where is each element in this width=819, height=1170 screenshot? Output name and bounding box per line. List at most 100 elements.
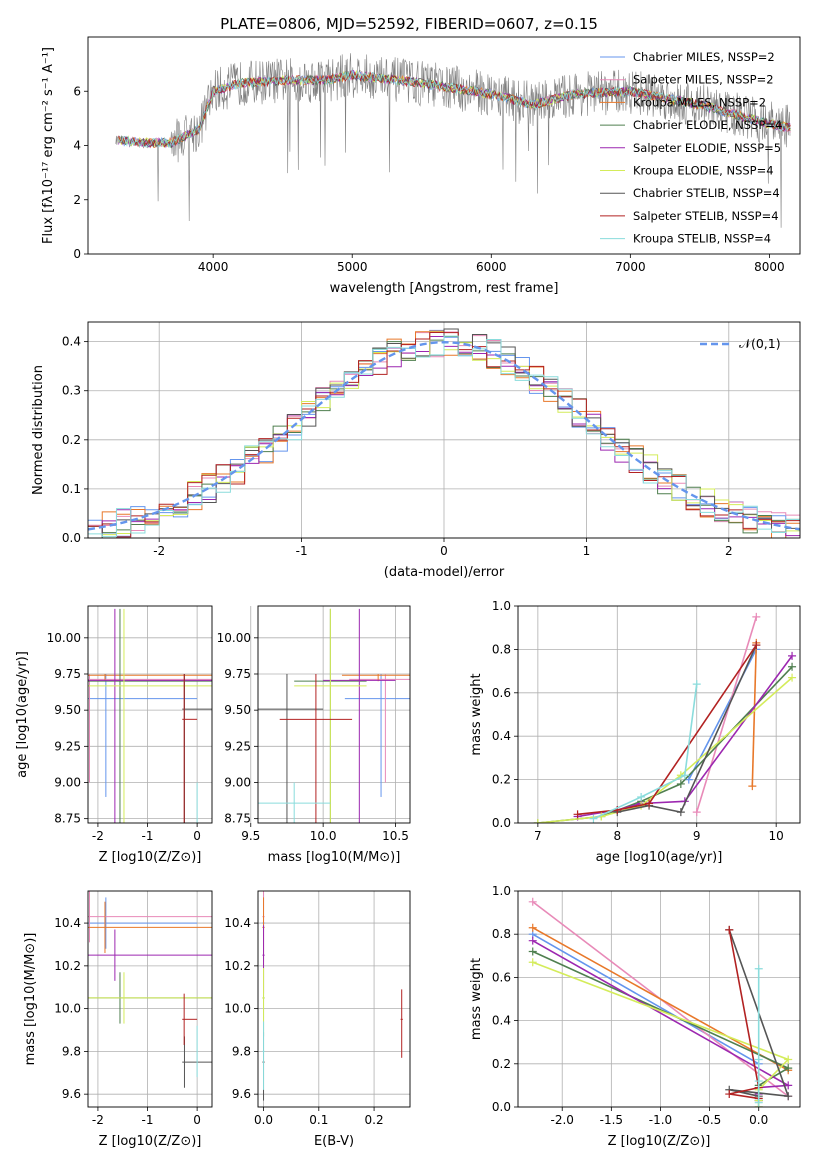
axes-frame bbox=[87, 605, 213, 824]
data-point bbox=[528, 958, 537, 967]
x-tick-label: 10.5 bbox=[382, 829, 409, 843]
x-axis-label: Z [log10(Z/Z⊙)] bbox=[99, 850, 202, 865]
panel-8: -2.0 -1.5 -1.0 -0.5 0.0 0.0 0.2 0.4 0.6 0.8 1.0 Z [… bbox=[469, 884, 801, 1149]
y-tick-label: 9.25 bbox=[224, 739, 251, 753]
data-point bbox=[752, 612, 761, 621]
age-mass-point-1 bbox=[344, 673, 410, 797]
plot-area bbox=[258, 608, 410, 823]
histogram-step-9 bbox=[88, 335, 800, 538]
x-tick-label: 0.2 bbox=[365, 1113, 384, 1127]
x-tick-label: 7000 bbox=[615, 260, 646, 274]
age-mass-point-2 bbox=[349, 673, 410, 783]
y-tick-label: 0.8 bbox=[492, 927, 511, 941]
data-point bbox=[754, 1098, 763, 1107]
series-line bbox=[728, 929, 760, 1100]
legend-label: Chabrier STELIB, NSSP=4 bbox=[633, 186, 780, 200]
y-tick-label: 2 bbox=[73, 193, 81, 207]
y-tick-label: 9.00 bbox=[54, 775, 81, 789]
legend-label: Salpeter ELODIE, NSSP=5 bbox=[633, 141, 781, 155]
data-point bbox=[589, 814, 598, 823]
data-point bbox=[784, 1092, 793, 1101]
legend: Chabrier MILES, NSSP=2 Salpeter MILES, NS… bbox=[600, 50, 782, 246]
data-point bbox=[637, 792, 646, 801]
plot-area bbox=[528, 897, 793, 1107]
y-tick-label: 0 bbox=[73, 247, 81, 261]
y-tick-label: 0.0 bbox=[492, 816, 511, 830]
y-tick-label: 9.6 bbox=[232, 1087, 251, 1101]
y-tick-label: 0.4 bbox=[62, 335, 81, 349]
x-tick-label: 10.0 bbox=[310, 829, 337, 843]
y-tick-label: 4 bbox=[73, 139, 81, 153]
legend-label: Salpeter STELIB, NSSP=4 bbox=[633, 209, 779, 223]
x-tick-label: 0.0 bbox=[254, 1113, 273, 1127]
panel-2: -2 -1 0 1 2 0.0 0.1 0.2 0.3 0.4 (data-model)/error… bbox=[31, 321, 801, 580]
x-tick-label: 0.0 bbox=[749, 1113, 768, 1127]
y-tick-label: 1.0 bbox=[492, 884, 511, 898]
y-tick-label: 1.0 bbox=[492, 599, 511, 613]
model-spectrum-8 bbox=[118, 70, 791, 149]
panel-6: -2 -1 0 9.6 9.8 10.0 10.2 10.4 Z [log10(Z/Z⊙)] ma… bbox=[23, 890, 213, 1149]
y-axis-label: age [log10(age/yr)] bbox=[15, 651, 30, 778]
plot-area bbox=[88, 608, 212, 823]
legend-label: Chabrier ELODIE, NSSP=4 bbox=[633, 118, 782, 132]
age-z-point-6 bbox=[88, 608, 212, 823]
x-tick-label: -2 bbox=[153, 544, 165, 558]
mass-z-point-3 bbox=[88, 901, 212, 954]
data-point bbox=[528, 947, 537, 956]
x-tick-label: 0.1 bbox=[309, 1113, 328, 1127]
data-point bbox=[788, 651, 797, 660]
panel-5: 7 8 9 10 0.0 0.2 0.4 0.6 0.8 1.0 age [log10(age/yr… bbox=[469, 599, 801, 865]
data-point bbox=[748, 782, 757, 791]
y-tick-label: 8.75 bbox=[54, 812, 81, 826]
y-tick-label: 9.8 bbox=[232, 1044, 251, 1058]
x-tick-label: -1 bbox=[296, 544, 308, 558]
plot-area bbox=[533, 612, 797, 823]
x-axis-label: mass [log10(M/M⊙)] bbox=[268, 850, 401, 865]
axes-frame bbox=[87, 36, 801, 255]
x-tick-label: 7 bbox=[534, 829, 542, 843]
mass-z-point-8 bbox=[182, 993, 198, 1045]
weight-age-series-8 bbox=[573, 641, 761, 819]
y-axis-label: Flux [fλ10⁻¹⁷ erg cm⁻² s⁻¹ A⁻¹] bbox=[41, 47, 56, 244]
x-tick-label: 9.5 bbox=[241, 829, 260, 843]
y-tick-label: 0.2 bbox=[62, 433, 81, 447]
x-tick-label: 8000 bbox=[754, 260, 785, 274]
histogram-step-8 bbox=[88, 331, 800, 538]
axes-frame bbox=[257, 605, 411, 824]
y-tick-label: 0.1 bbox=[62, 482, 81, 496]
x-tick-label: -1 bbox=[142, 1113, 154, 1127]
x-tick-label: 4000 bbox=[198, 260, 229, 274]
data-point bbox=[754, 964, 763, 973]
mass-ebv-point-8 bbox=[400, 989, 403, 1058]
data-point bbox=[784, 1064, 793, 1073]
data-point bbox=[573, 810, 582, 819]
x-tick-label: -1 bbox=[142, 829, 154, 843]
y-tick-label: 10.2 bbox=[224, 959, 251, 973]
y-tick-label: 9.50 bbox=[54, 703, 81, 717]
data-point bbox=[676, 808, 685, 817]
x-axis-label: (data-model)/error bbox=[384, 565, 505, 580]
x-tick-label: 6000 bbox=[476, 260, 507, 274]
plot-area bbox=[115, 53, 791, 228]
y-tick-label: 10.0 bbox=[54, 1002, 81, 1016]
series-line bbox=[695, 616, 758, 813]
weight-age-series-3 bbox=[748, 638, 761, 791]
observed-spectrum bbox=[115, 53, 791, 228]
y-tick-label: 0.3 bbox=[62, 384, 81, 398]
x-axis-label: wavelength [Angstrom, rest frame] bbox=[330, 281, 559, 296]
plot-area bbox=[88, 891, 212, 1088]
data-point bbox=[528, 923, 537, 932]
x-tick-label: 2 bbox=[725, 544, 733, 558]
data-point bbox=[784, 1081, 793, 1090]
y-tick-label: 0.4 bbox=[492, 1014, 511, 1028]
x-tick-label: 1 bbox=[583, 544, 591, 558]
weight-age-series-9 bbox=[589, 680, 701, 823]
mass-z-point-1 bbox=[88, 897, 198, 949]
x-tick-label: -1.5 bbox=[600, 1113, 623, 1127]
y-axis-label: Normed distribution bbox=[31, 365, 46, 495]
x-axis-label: Z [log10(Z/Z⊙)] bbox=[608, 1134, 711, 1149]
y-tick-label: 10.2 bbox=[54, 959, 81, 973]
data-point bbox=[752, 641, 761, 650]
weight-z-series-9 bbox=[754, 964, 763, 1107]
